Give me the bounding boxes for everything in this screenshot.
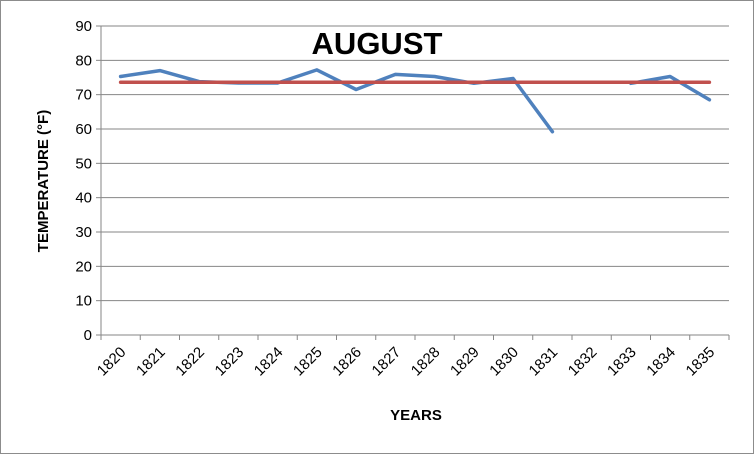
y-axis-title: TEMPERATURE (°F): [35, 110, 52, 252]
series-line: [118, 68, 555, 134]
series-line: [629, 74, 712, 102]
axes: [96, 25, 730, 340]
y-tick-label: 20: [75, 258, 92, 275]
y-tick-label: 40: [75, 190, 92, 207]
x-tick-label: 1834: [643, 344, 679, 380]
x-tick-label: 1832: [565, 344, 601, 380]
x-tick-label: 1821: [133, 344, 169, 380]
x-tick-label: 1822: [172, 344, 208, 380]
x-tick-label: 1826: [329, 344, 365, 380]
x-tick-label: 1829: [447, 344, 483, 380]
series-1: [118, 68, 712, 134]
x-tick-label: 1830: [486, 344, 522, 380]
series-lines: [118, 68, 712, 134]
x-tick-labels: 1820 1821 1822 1823 1824 1825 1826 1827 1828 1829…: [94, 344, 718, 380]
x-axis-title: YEARS: [390, 407, 442, 424]
chart-title: AUGUST: [312, 26, 443, 61]
y-tick-label: 50: [75, 155, 92, 172]
x-tick-label: 1831: [526, 344, 562, 380]
y-tick-label: 60: [75, 121, 92, 138]
x-tick-label: 1820: [94, 344, 130, 380]
x-tick-label: 1824: [251, 344, 287, 380]
x-tick-label: 1828: [408, 344, 444, 380]
x-tick-label: 1827: [369, 344, 405, 380]
y-tick-label: 70: [75, 87, 92, 104]
x-tick-label: 1835: [683, 344, 719, 380]
y-tick-label: 80: [75, 52, 92, 69]
y-tick-label: 30: [75, 224, 92, 241]
gridlines: [101, 25, 729, 302]
x-tick-label: 1833: [604, 344, 640, 380]
y-tick-label: 90: [75, 18, 92, 35]
x-tick-label: 1825: [290, 344, 326, 380]
x-tick-label: 1823: [212, 344, 248, 380]
y-tick-label: 0: [84, 327, 92, 344]
y-tick-labels: 0 10 20 30 40 50 60 70 80 90: [75, 18, 92, 344]
y-tick-label: 10: [75, 293, 92, 310]
